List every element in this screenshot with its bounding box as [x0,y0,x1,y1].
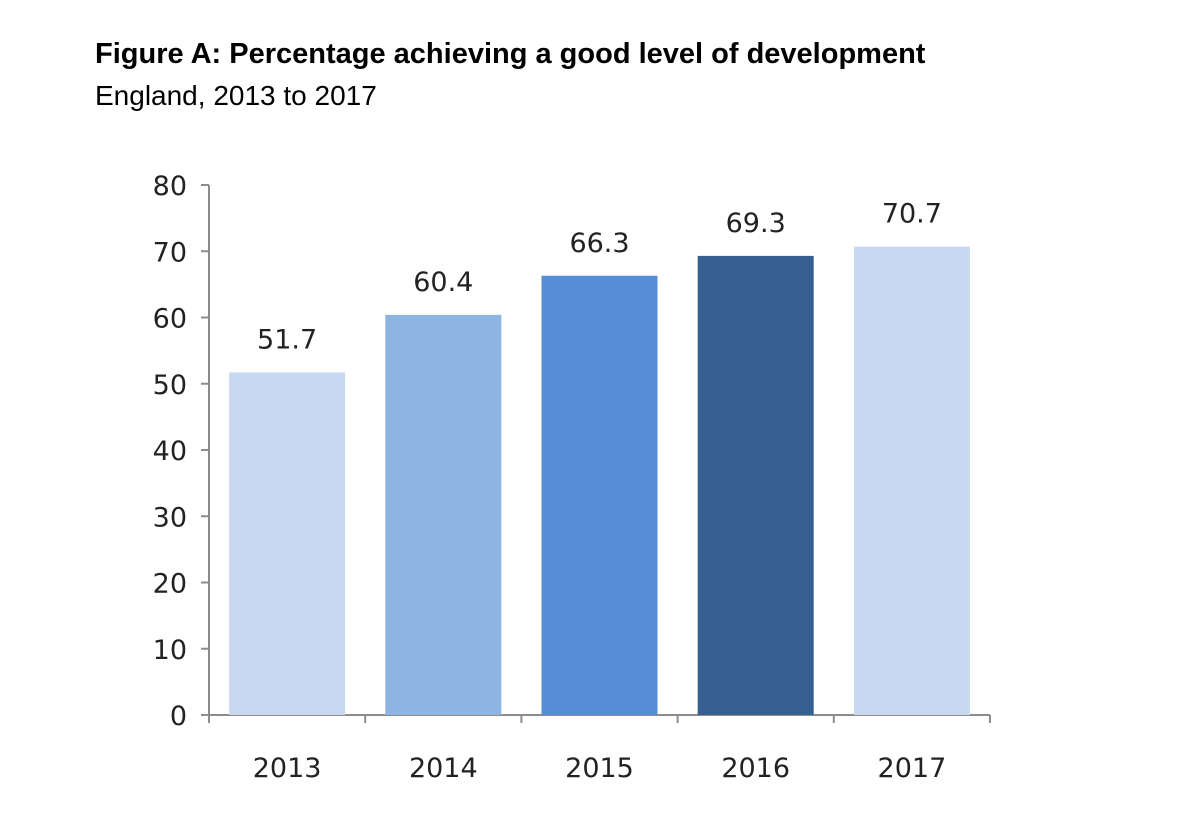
data-label-2015: 66.3 [569,228,629,259]
y-tick-label: 20 [153,569,187,600]
bar-2016 [697,255,814,715]
y-tick-label: 30 [153,502,187,533]
y-tick-label: 40 [153,436,187,467]
data-label-2013: 51.7 [257,324,317,355]
data-label-2014: 60.4 [413,267,473,298]
x-tick-label-2015: 2015 [565,753,634,784]
bar-2017 [853,246,970,716]
y-tick-label: 0 [170,701,187,732]
bar-2014 [385,314,502,715]
bar-2015 [541,275,658,715]
x-tick-label-2016: 2016 [721,753,790,784]
x-tick-label-2013: 2013 [253,753,322,784]
y-tick-label: 50 [153,370,187,401]
data-label-2016: 69.3 [726,208,786,239]
y-tick-label: 10 [153,635,187,666]
y-tick-label: 80 [153,171,187,202]
y-tick-label: 60 [153,304,187,335]
x-tick-label-2014: 2014 [409,753,478,784]
data-label-2017: 70.7 [882,199,942,230]
chart-subtitle: England, 2013 to 2017 [95,80,377,111]
bar-2013 [229,372,346,715]
x-tick-label-2017: 2017 [878,753,947,784]
chart-title: Figure A: Percentage achieving a good le… [95,38,926,70]
y-tick-label: 70 [153,237,187,268]
